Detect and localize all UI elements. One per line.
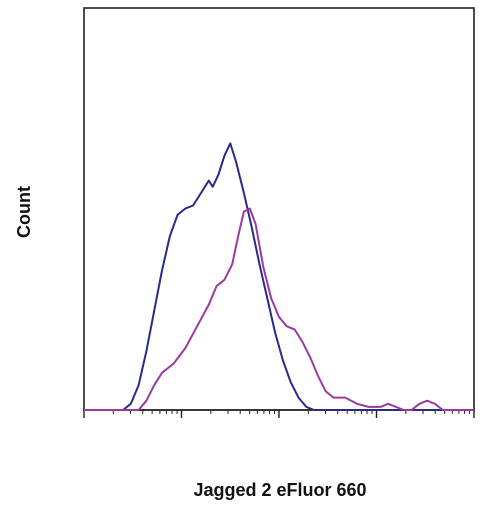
x-axis-title: Jagged 2 eFluor 660 [193,480,366,500]
histogram-series [84,142,474,411]
histogram-series-2 [84,207,474,411]
x-axis-ticks [83,410,475,418]
y-axis-title: Count [14,186,34,238]
histogram-series-1 [84,142,474,411]
